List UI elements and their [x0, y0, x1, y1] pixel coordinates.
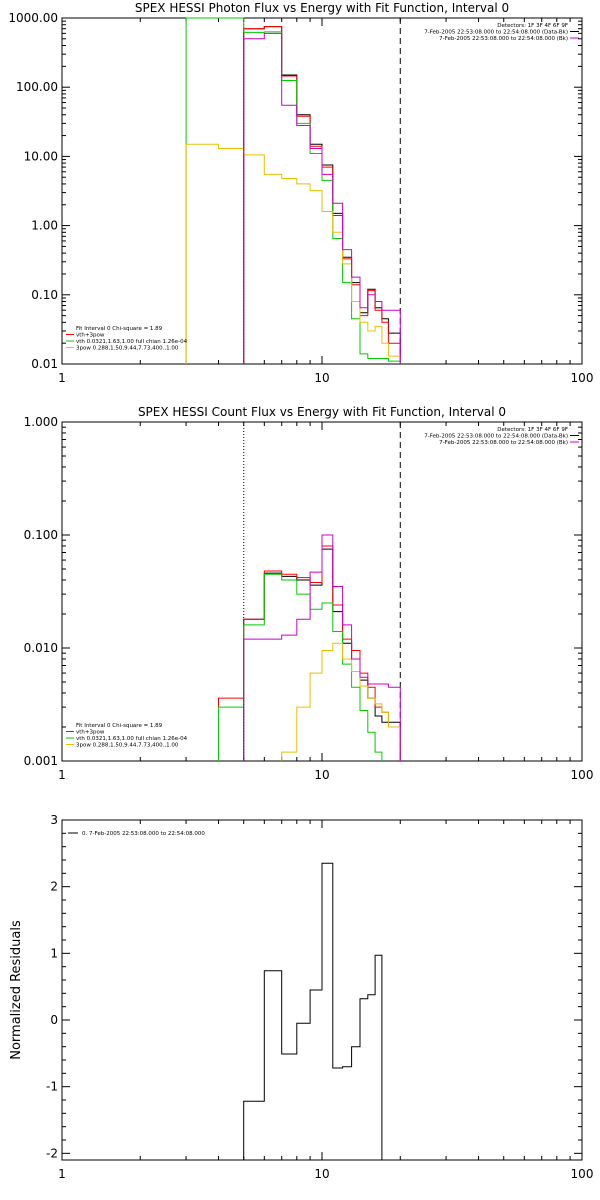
series-line	[281, 642, 401, 761]
y-tick-label: 0.001	[24, 754, 58, 768]
x-tick-label: 100	[571, 1167, 594, 1181]
x-tick-label: 100	[571, 371, 594, 385]
y-tick-label: 0.100	[24, 528, 58, 542]
info-line: 7-Feb-2005 22:53:08.000 to 22:54:08.000 …	[424, 434, 568, 440]
x-tick-label: 10	[314, 371, 329, 385]
info-line: 7-Feb-2005 22:53:08.000 to 22:54:08.000 …	[439, 440, 568, 446]
series-4	[243, 32, 401, 364]
series-line	[243, 862, 383, 1160]
series-line	[185, 143, 401, 364]
y-tick-label: 0.010	[24, 641, 58, 655]
y-tick-label: 10.00	[24, 149, 58, 163]
chart-title: SPEX HESSI Count Flux vs Energy with Fit…	[138, 405, 506, 419]
y-tick-label: -2	[46, 1146, 58, 1160]
chart-title: SPEX HESSI Photon Flux vs Energy with Fi…	[135, 1, 509, 15]
x-tick-label: 1	[58, 371, 66, 385]
y-tick-label: 1000.00	[8, 11, 58, 25]
series-4	[243, 534, 401, 761]
panel-2: 1 10 100 -2 -1 0 1 2 3 Normalized Residuals 0. 7-F…	[9, 813, 593, 1181]
x-tick-label: 10	[314, 768, 329, 782]
series-3	[185, 143, 401, 364]
fit-text-line: 3pow 0.288,1.50,9.44,7.73,400.,1.00	[76, 743, 179, 749]
fit-text-line: 3pow 0.288,1.50,9.44,7.73,400.,1.00	[76, 346, 179, 352]
series-3	[281, 642, 401, 761]
series-line	[218, 545, 401, 761]
series-line	[218, 573, 383, 761]
y-tick-label: 0	[50, 1013, 58, 1027]
x-tick-label: 100	[571, 768, 594, 782]
y-tick-label: 2	[50, 880, 58, 894]
info-line: 7-Feb-2005 22:53:08.000 to 22:54:08.000 …	[439, 36, 568, 42]
series-2	[218, 573, 383, 761]
y-tick-label: 100.00	[16, 80, 58, 94]
fit-text-line: vth 0.0321,1.63,1.00 full chian 1.26e-04	[76, 736, 188, 742]
info-line: Detectors: 1F 3F 4F 6F 9F	[497, 427, 568, 433]
fit-text-line: vth+3pow	[76, 730, 105, 736]
series-1	[218, 545, 401, 761]
x-tick-label: 10	[314, 1167, 329, 1181]
series-0	[243, 862, 383, 1160]
y-tick-label: -1	[46, 1080, 58, 1094]
panel-1: SPEX HESSI Count Flux vs Energy with Fit…	[24, 405, 594, 782]
info-line: Detectors: 1F 3F 4F 6F 9F	[497, 23, 568, 29]
y-tick-label: 1.00	[31, 219, 58, 233]
series-line	[243, 32, 401, 364]
panel-0: SPEX HESSI Photon Flux vs Energy with Fi…	[8, 1, 593, 385]
fit-text-line: Fit Interval 0 Chi-square = 1.89	[76, 723, 163, 729]
x-tick-label: 1	[58, 768, 66, 782]
series-line	[243, 534, 401, 761]
y-axis-label: Normalized Residuals	[9, 920, 24, 1060]
y-tick-label: 1.000	[24, 415, 58, 429]
legend-entry: 0. 7-Feb-2005 22:53:08.000 to 22:54:08.0…	[82, 831, 205, 837]
fit-text-line: vth+3pow	[76, 333, 105, 339]
info-line: 7-Feb-2005 22:53:08.000 to 22:54:08.000 …	[424, 30, 568, 36]
y-tick-label: 0.01	[31, 357, 58, 371]
fit-text-line: Fit Interval 0 Chi-square = 1.89	[76, 326, 163, 332]
y-tick-label: 0.10	[31, 288, 58, 302]
y-tick-label: 3	[50, 813, 58, 827]
plot-frame	[61, 421, 583, 762]
fit-text-line: vth 0.0321,1.63,1.00 full chian 1.26e-04	[76, 339, 188, 345]
y-tick-label: 1	[50, 946, 58, 960]
x-tick-label: 1	[58, 1167, 66, 1181]
